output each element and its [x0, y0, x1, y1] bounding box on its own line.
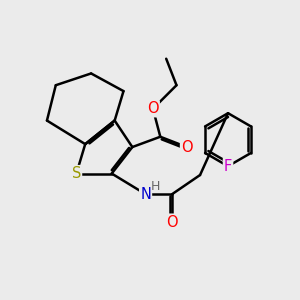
- Text: S: S: [72, 166, 81, 181]
- Text: O: O: [181, 140, 193, 154]
- Text: O: O: [166, 214, 178, 230]
- Text: F: F: [224, 159, 232, 174]
- Text: O: O: [147, 101, 159, 116]
- Text: H: H: [150, 180, 160, 193]
- Text: N: N: [140, 187, 151, 202]
